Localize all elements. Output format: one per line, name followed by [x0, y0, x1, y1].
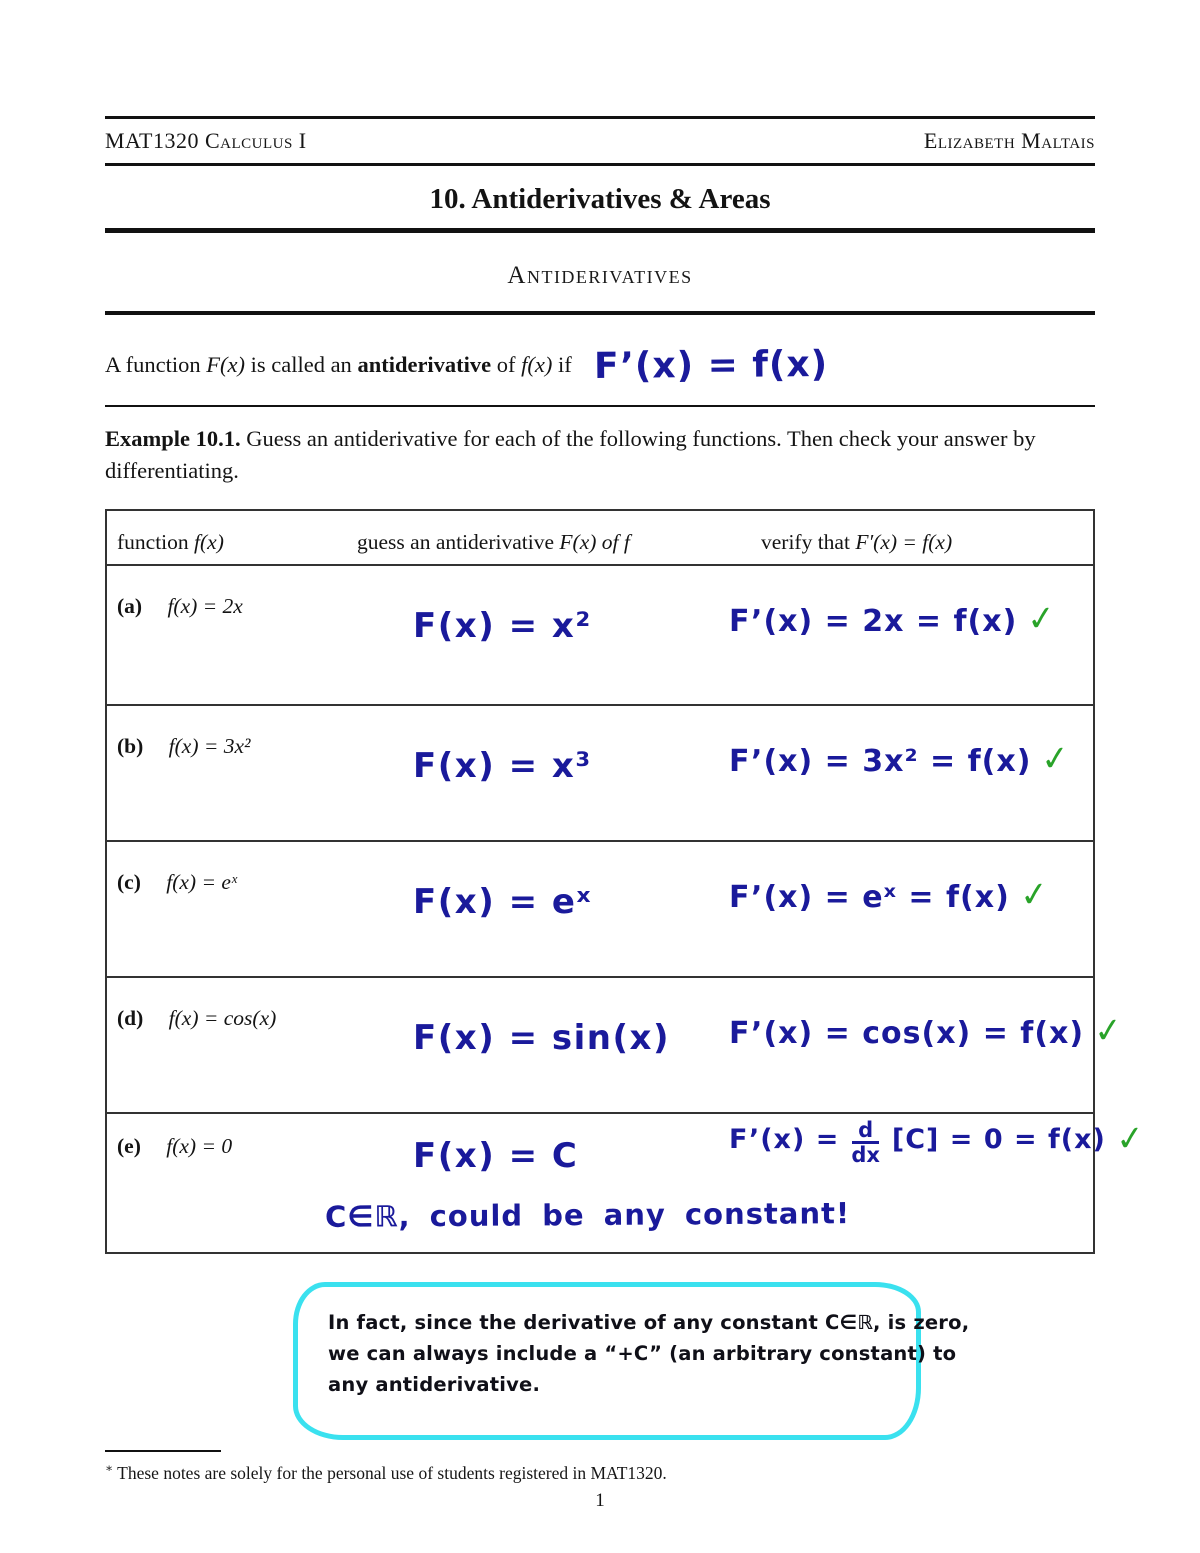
guess-cell: F(x) = C [355, 1114, 725, 1252]
guess-cell: F(x) = x² [355, 566, 725, 704]
guess-annotation: F(x) = x³ [413, 746, 592, 786]
example-paragraph: Example 10.1. Guess an antiderivative fo… [105, 423, 1080, 487]
guess-cell: F(x) = sin(x) [355, 978, 725, 1112]
verify-annotation-post: [C] = 0 = f(x) [891, 1124, 1106, 1155]
constant-note-annotation: C∈ℝ, could be any constant! [324, 1196, 851, 1234]
row-label: (b) [117, 734, 144, 758]
definition-text: A function [105, 352, 207, 377]
course-label: MAT1320 Calculus I [105, 128, 307, 153]
row-label: (d) [117, 1006, 144, 1030]
function-cell: (d) f(x) = cos(x) [107, 978, 355, 1112]
guess-cell: F(x) = eˣ [355, 842, 725, 976]
title-rule [105, 228, 1095, 233]
antiderivative-term: antiderivative [357, 352, 492, 377]
definition-text: of [491, 352, 522, 377]
page-number: 1 [595, 1489, 605, 1511]
footnote-marker: ∗ [105, 1461, 114, 1475]
bubble-line: In fact, since the derivative of any con… [328, 1311, 970, 1334]
verify-annotation: F’(x) = eˣ = f(x) [729, 880, 1010, 915]
guess-annotation: F(x) = C [413, 1136, 579, 1176]
author-label: Elizabeth Maltais [923, 128, 1095, 153]
guess-annotation: F(x) = sin(x) [413, 1018, 671, 1058]
function-cell: (e) f(x) = 0 [107, 1114, 355, 1252]
header-function: function f(x) [107, 530, 355, 564]
handwritten-definition-formula: F’(x) = f(x) [593, 343, 829, 387]
function-expression: f(x) = 0 [166, 1134, 233, 1158]
check-icon: ✓ [1039, 737, 1072, 781]
header-math: f(x) [194, 530, 224, 554]
section-heading: Antiderivatives [507, 262, 693, 289]
bubble-line: any antiderivative. [328, 1373, 541, 1396]
fraction-numerator: d [852, 1120, 880, 1144]
function-expression: f(x) = eˣ [166, 870, 237, 894]
definition-text: if [552, 352, 572, 377]
top-rule [105, 116, 1095, 119]
table-row-b: (b) f(x) = 3x² F(x) = x³ F’(x) = 3x² = f… [107, 706, 1093, 842]
definition-rule [105, 405, 1095, 407]
verify-cell: F’(x) = 3x² = f(x) ✓ [725, 706, 1093, 840]
check-icon: ✓ [1092, 1009, 1125, 1053]
footnote-text: These notes are solely for the personal … [117, 1462, 667, 1483]
verify-cell: F’(x) = 2x = f(x) ✓ [725, 566, 1093, 704]
function-cell: (b) f(x) = 3x² [107, 706, 355, 840]
row-label: (a) [117, 594, 143, 618]
guess-cell: F(x) = x³ [355, 706, 725, 840]
header-rule [105, 163, 1095, 166]
header-math: F′(x) = f(x) [855, 530, 953, 554]
table-row-c: (c) f(x) = eˣ F(x) = eˣ F’(x) = eˣ = f(x… [107, 842, 1093, 978]
function-expression: f(x) = cos(x) [168, 1006, 277, 1030]
verify-annotation: F’(x) = cos(x) = f(x) [729, 1016, 1085, 1051]
math-f: f(x) [521, 352, 553, 377]
page-header: MAT1320 Calculus I Elizabeth Maltais [105, 119, 1095, 163]
definition-paragraph: A function F(x) is called an antiderivat… [105, 325, 1095, 405]
verify-cell: F’(x) = d dx [C] = 0 = f(x) ✓ [725, 1114, 1147, 1252]
function-cell: (c) f(x) = eˣ [107, 842, 355, 976]
header-verify: verify that F′(x) = f(x) [725, 530, 1093, 564]
math-F: F(x) [206, 352, 245, 377]
header-guess: guess an antiderivative F(x) of f [355, 530, 725, 564]
table-row-d: (d) f(x) = cos(x) F(x) = sin(x) F’(x) = … [107, 978, 1125, 1114]
header-text: guess an antiderivative [357, 530, 560, 554]
function-expression: f(x) = 3x² [168, 734, 251, 758]
example-label: Example 10.1. [105, 426, 241, 451]
check-icon: ✓ [1017, 873, 1051, 917]
page-title: 10. Antiderivatives & Areas [429, 183, 771, 215]
row-label: (c) [117, 870, 141, 894]
note-bubble: In fact, since the derivative of any con… [293, 1282, 970, 1440]
antiderivative-table: function f(x) guess an antiderivative F(… [105, 509, 1146, 1254]
header-math: of f [596, 530, 630, 554]
guess-annotation: F(x) = x² [413, 606, 592, 646]
header-text: function [117, 530, 195, 554]
footnote-rule [105, 1450, 221, 1452]
table-row-e: (e) f(x) = 0 F(x) = C F’(x) = d dx [C] =… [107, 1114, 1146, 1252]
fraction-denominator: dx [851, 1143, 880, 1167]
check-icon: ✓ [1025, 597, 1058, 641]
footnote: ∗ These notes are solely for the personal… [105, 1461, 1095, 1484]
bubble-line: we can always include a “+C” (an arbitra… [328, 1342, 957, 1365]
function-expression: f(x) = 2x [167, 594, 243, 618]
header-math: F(x) [559, 530, 597, 554]
header-text: verify that [761, 530, 856, 554]
verify-annotation: F’(x) = 2x = f(x) [729, 604, 1018, 639]
row-label: (e) [117, 1134, 141, 1158]
table-header-row: function f(x) guess an antiderivative F(… [107, 511, 1093, 566]
derivative-fraction: d dx [851, 1120, 880, 1167]
section-rule [105, 311, 1095, 315]
definition-text: is called an [244, 352, 358, 377]
verify-annotation-pre: F’(x) = [729, 1124, 840, 1155]
check-icon: ✓ [1113, 1117, 1147, 1161]
table-row-a: (a) f(x) = 2x F(x) = x² F’(x) = 2x = f(x… [107, 566, 1093, 706]
example-text: Guess an antiderivative for each of the … [105, 426, 1036, 483]
guess-annotation: F(x) = eˣ [413, 882, 592, 922]
function-cell: (a) f(x) = 2x [107, 566, 355, 704]
verify-cell: F’(x) = eˣ = f(x) ✓ [725, 842, 1093, 976]
verify-cell: F’(x) = cos(x) = f(x) ✓ [725, 978, 1125, 1112]
verify-annotation: F’(x) = 3x² = f(x) [729, 744, 1032, 779]
